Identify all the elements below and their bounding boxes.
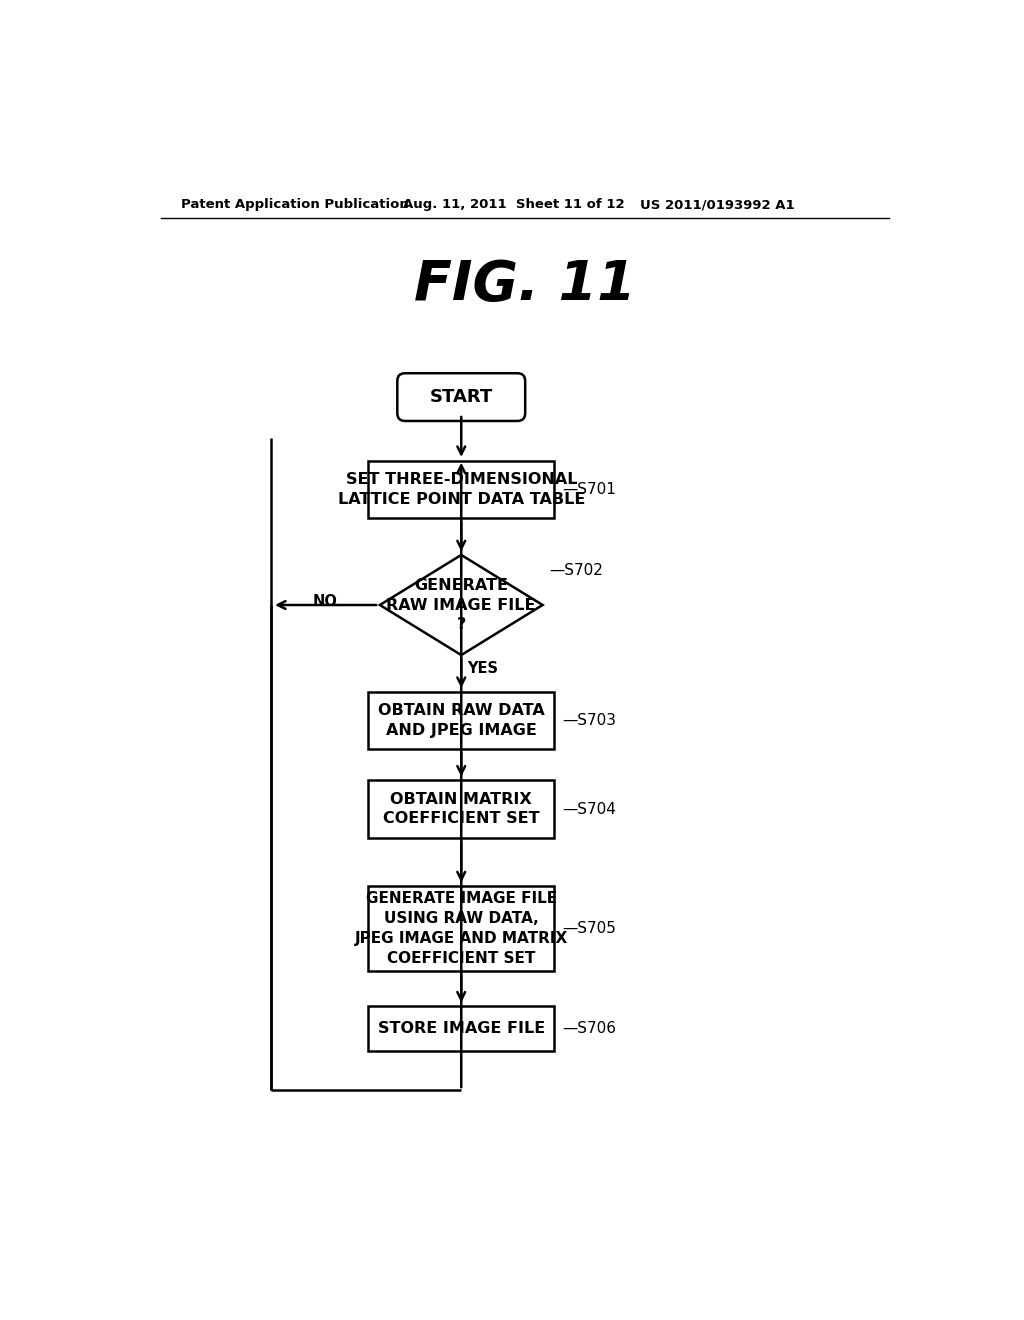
Text: —S704: —S704: [562, 801, 615, 817]
Text: OBTAIN RAW DATA
AND JPEG IMAGE: OBTAIN RAW DATA AND JPEG IMAGE: [378, 704, 545, 738]
Text: SET THREE-DIMENSIONAL
LATTICE POINT DATA TABLE: SET THREE-DIMENSIONAL LATTICE POINT DATA…: [338, 473, 585, 507]
Text: FIG. 11: FIG. 11: [414, 259, 636, 313]
Text: US 2011/0193992 A1: US 2011/0193992 A1: [640, 198, 795, 211]
Text: START: START: [430, 388, 493, 407]
Text: —S701: —S701: [562, 482, 615, 498]
Text: Aug. 11, 2011  Sheet 11 of 12: Aug. 11, 2011 Sheet 11 of 12: [403, 198, 625, 211]
Bar: [369, 692, 554, 750]
Bar: [369, 461, 554, 519]
Text: Patent Application Publication: Patent Application Publication: [180, 198, 409, 211]
Polygon shape: [380, 554, 543, 655]
Text: GENERATE
RAW IMAGE FILE
?: GENERATE RAW IMAGE FILE ?: [386, 578, 536, 632]
Text: NO: NO: [312, 594, 337, 609]
Text: —S702: —S702: [549, 562, 603, 578]
Bar: [369, 780, 554, 838]
Bar: [369, 1006, 554, 1051]
Text: —S706: —S706: [562, 1020, 616, 1036]
Bar: [369, 886, 554, 970]
Text: GENERATE IMAGE FILE
USING RAW DATA,
JPEG IMAGE AND MATRIX
COEFFICIENT SET: GENERATE IMAGE FILE USING RAW DATA, JPEG…: [354, 891, 568, 966]
Text: STORE IMAGE FILE: STORE IMAGE FILE: [378, 1020, 545, 1036]
FancyBboxPatch shape: [397, 374, 525, 421]
Text: —S703: —S703: [562, 713, 616, 729]
Text: OBTAIN MATRIX
COEFFICIENT SET: OBTAIN MATRIX COEFFICIENT SET: [383, 792, 540, 826]
Text: —S705: —S705: [562, 921, 615, 936]
Text: YES: YES: [467, 661, 499, 676]
